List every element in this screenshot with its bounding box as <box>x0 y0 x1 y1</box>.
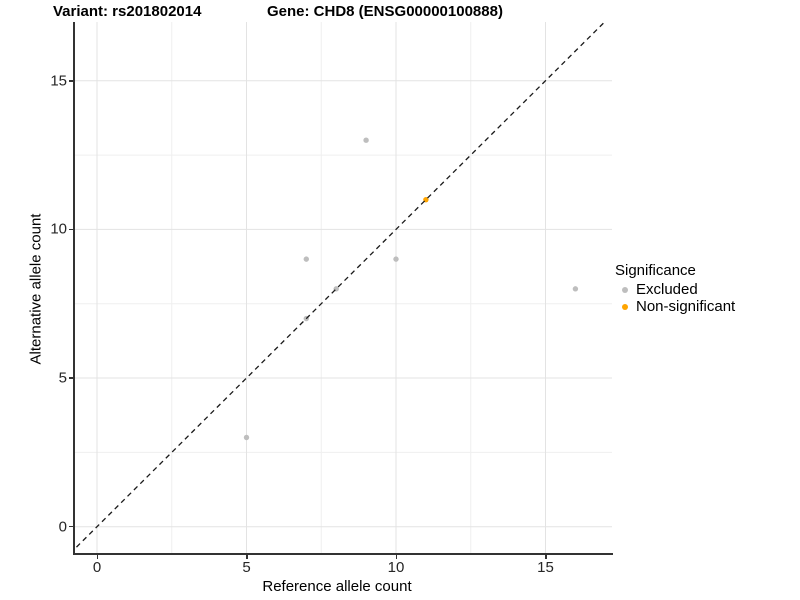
x-tick-label: 5 <box>242 559 251 576</box>
data-point-excluded <box>303 256 309 262</box>
legend-title: Significance <box>615 262 696 279</box>
y-tick-mark <box>69 80 73 82</box>
legend-item-excluded: Excluded <box>615 281 735 298</box>
x-axis-line <box>73 553 613 555</box>
plot-svg <box>74 22 612 553</box>
legend-item-label: Excluded <box>636 281 698 298</box>
y-tick-mark <box>69 377 73 379</box>
x-axis-title: Reference allele count <box>262 578 412 595</box>
legend-item-label: Non-significant <box>636 298 736 315</box>
gene-title: Gene: CHD8 (ENSG00000100888) <box>267 3 503 20</box>
y-axis-title: Alternative allele count <box>27 213 45 365</box>
variant-title: Variant: rs201802014 <box>53 3 202 20</box>
data-point-excluded <box>572 286 579 292</box>
x-tick-label: 0 <box>92 559 102 576</box>
x-tick-mark <box>96 555 98 559</box>
plot-panel <box>74 22 612 553</box>
y-tick-label: 0 <box>58 518 67 536</box>
x-tick-mark <box>246 555 248 559</box>
identity-dashed-line <box>74 22 606 551</box>
x-tick-mark <box>545 555 547 559</box>
legend-item-non-significant: Non-significant <box>615 298 735 315</box>
y-tick-label: 5 <box>58 369 67 387</box>
x-tick-label: 10 <box>387 559 405 576</box>
data-point-excluded <box>393 256 399 262</box>
y-axis-line <box>73 22 75 554</box>
non-significant-dot-icon <box>622 303 628 310</box>
excluded-dot-icon <box>622 286 628 293</box>
data-point-excluded <box>243 434 250 441</box>
data-point-excluded <box>363 137 369 143</box>
y-tick-mark <box>69 525 73 528</box>
y-tick-mark <box>69 228 73 231</box>
legend: Significance Excluded Non-significant <box>615 262 735 315</box>
y-tick-label: 10 <box>50 220 67 238</box>
x-tick-label: 15 <box>537 559 554 576</box>
x-tick-mark <box>395 555 397 559</box>
y-tick-label: 15 <box>50 72 67 90</box>
